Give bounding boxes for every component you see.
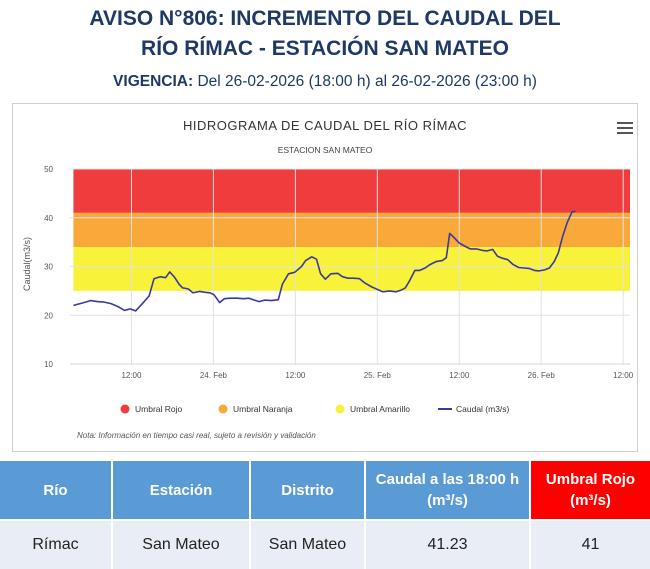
table-row: Rímac San Mateo San Mateo 41.23 41 — [0, 519, 650, 569]
x-tick-label: 25. Feb — [364, 371, 392, 380]
y-tick-label: 30 — [44, 263, 53, 272]
legend-label[interactable]: Umbral Amarillo — [350, 404, 410, 414]
threshold-band-0 — [73, 169, 631, 213]
header-distrito: Distrito — [250, 461, 366, 520]
header-estacion: Estación — [112, 461, 251, 520]
x-tick-label: 12:00 — [285, 371, 306, 380]
threshold-band-1 — [73, 212, 631, 247]
chart-note: Nota: Información en tiempo casi real, s… — [77, 431, 316, 440]
legend-label[interactable]: Caudal (m3/s) — [456, 404, 510, 414]
chart-subtitle: ESTACION SAN MATEO — [278, 145, 373, 155]
cell-distrito: San Mateo — [250, 519, 366, 569]
station-table: Río Estación Distrito Caudal a las 18:00… — [0, 461, 650, 569]
cell-estacion: San Mateo — [112, 519, 251, 569]
chart-menu-icon[interactable] — [617, 122, 633, 134]
header-caudal: Caudal a las 18:00 h (m³/s) — [365, 461, 531, 520]
legend-label[interactable]: Umbral Naranja — [233, 404, 293, 414]
y-tick-label: 10 — [44, 360, 53, 369]
x-tick-label: 26. Feb — [528, 371, 556, 380]
cell-caudal: 41.23 — [365, 519, 531, 569]
chart-title: HIDROGRAMA DE CAUDAL DEL RÍO RÍMAC — [183, 118, 467, 133]
y-tick-label: 20 — [44, 311, 53, 320]
vigencia-text: Del 26-02-2026 (18:00 h) al 26-02-2026 (… — [193, 73, 537, 90]
hydrograph-svg: HIDROGRAMA DE CAUDAL DEL RÍO RÍMAC ESTAC… — [22, 118, 634, 440]
x-tick-label: 12:00 — [121, 371, 142, 380]
x-tick-label: 12:00 — [613, 371, 634, 380]
legend-label[interactable]: Umbral Rojo — [135, 404, 183, 414]
y-tick-label: 50 — [44, 165, 53, 174]
cell-umbral-rojo: 41 — [530, 519, 650, 569]
x-tick-label: 24. Feb — [200, 371, 228, 380]
y-axis-label: Caudal(m3/s) — [22, 237, 32, 291]
title-line-2: RÍO RÍMAC - ESTACIÓN SAN MATEO — [141, 37, 509, 60]
legend-marker[interactable] — [120, 404, 130, 414]
y-tick-label: 40 — [44, 214, 53, 223]
legend-marker[interactable] — [335, 404, 345, 414]
series-line-caudal — [73, 210, 576, 312]
hydrograph-chart: HIDROGRAMA DE CAUDAL DEL RÍO RÍMAC ESTAC… — [12, 103, 638, 452]
x-tick-label: 12:00 — [449, 371, 470, 380]
legend-marker[interactable] — [218, 404, 228, 414]
title-line-1: AVISO N°806: INCREMENTO DEL CAUDAL DEL — [89, 7, 561, 30]
vigencia-label: VIGENCIA: — [113, 73, 194, 90]
page-title: AVISO N°806: INCREMENTO DEL CAUDAL DEL R… — [0, 4, 650, 64]
table-header-row: Río Estación Distrito Caudal a las 18:00… — [0, 461, 650, 520]
threshold-band-2 — [73, 247, 631, 291]
vigencia-line: VIGENCIA: Del 26-02-2026 (18:00 h) al 26… — [0, 73, 650, 91]
cell-rio: Rímac — [0, 519, 113, 569]
header-rio: Río — [0, 461, 113, 520]
header-umbral-rojo: Umbral Rojo (m³/s) — [530, 461, 650, 520]
